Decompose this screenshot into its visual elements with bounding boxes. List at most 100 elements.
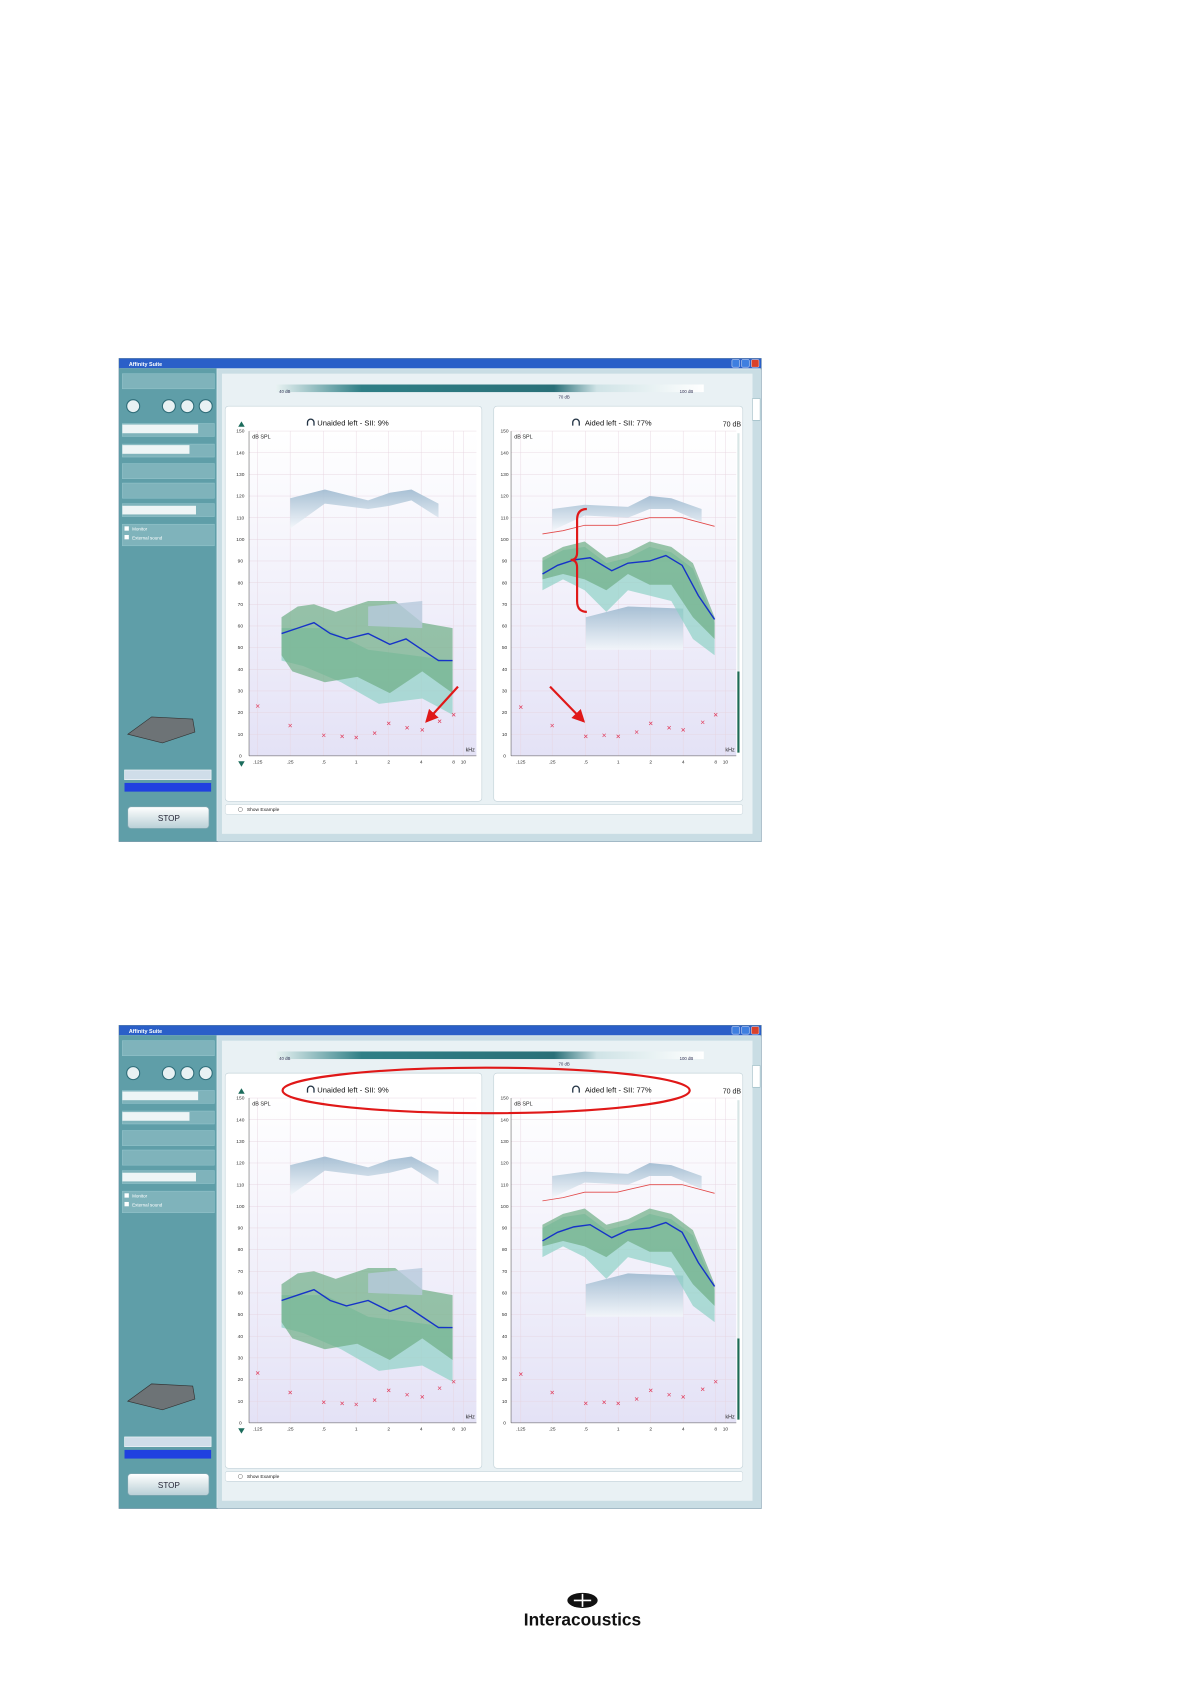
dropdown	[122, 1091, 199, 1101]
level-track	[737, 1100, 740, 1339]
sidebar-row	[122, 482, 215, 499]
y-tick-label: 110	[501, 515, 509, 521]
toolbar-icon	[126, 399, 141, 414]
logo-icon-mark	[573, 1593, 592, 1607]
threshold-mark	[321, 1400, 326, 1405]
y-tick-label: 130	[236, 472, 244, 478]
ucl-line	[542, 517, 715, 535]
x-tick-label: 1	[355, 759, 358, 765]
x-tick-label: .5	[322, 759, 326, 765]
x-unit: kHz	[725, 748, 735, 754]
threshold-mark	[700, 720, 705, 725]
toolbar-icon	[198, 1066, 213, 1081]
threshold-mark	[451, 1379, 456, 1384]
threshold-mark	[288, 723, 293, 728]
sidebar-row	[122, 1040, 215, 1057]
threshold-mark	[340, 734, 344, 739]
threshold-mark	[648, 1388, 653, 1393]
x-tick-label: 10	[723, 1426, 729, 1432]
y-tick-label: 70	[502, 1269, 508, 1275]
toolbar-icon	[161, 399, 176, 414]
threshold-mark	[386, 721, 391, 726]
x-tick-label: .25	[549, 1426, 556, 1432]
y-tick-label: 60	[238, 624, 244, 630]
annotation-arrow	[425, 685, 459, 723]
speech-band	[542, 1208, 715, 1306]
speech-band	[368, 601, 423, 629]
threshold-mark	[288, 1390, 293, 1395]
dropdown	[122, 445, 190, 454]
dropdown	[122, 505, 196, 515]
y-tick-label: 140	[500, 1117, 508, 1123]
stop-label: STOP	[158, 814, 180, 823]
threshold-mark	[713, 1379, 718, 1384]
threshold-mark	[340, 1401, 344, 1406]
status-box	[124, 1449, 212, 1459]
panel-title: Aided left - SII: 77%	[585, 1086, 652, 1095]
arrow-up	[238, 1088, 245, 1094]
annotation-ellipse	[281, 1066, 691, 1115]
arrow-down	[238, 761, 245, 767]
ltass-band	[552, 496, 702, 531]
y-tick-label: 10	[238, 1399, 244, 1405]
show-example-label: Show Example	[247, 1474, 280, 1480]
level-bar	[737, 671, 740, 753]
sidebar-row	[122, 523, 215, 547]
checkbox	[124, 1201, 129, 1207]
ltass-band	[585, 1273, 684, 1317]
y-tick-label: 70	[238, 602, 244, 608]
threshold-mark	[437, 1386, 442, 1391]
checkbox-label: Monitor	[132, 1194, 148, 1199]
threshold-mark	[713, 712, 718, 717]
window-button	[741, 1026, 750, 1035]
y-tick-label: 20	[502, 710, 508, 716]
y-tick-label: 80	[238, 1247, 244, 1253]
y-tick-label: 120	[500, 1161, 508, 1167]
y-tick-label: 10	[502, 1399, 508, 1405]
x-tick-label: 8	[452, 759, 455, 765]
arrow-down	[238, 1428, 245, 1434]
annotation-bracket	[570, 507, 587, 613]
show-example-radio	[237, 1474, 243, 1479]
level-bar	[737, 1338, 740, 1420]
headphone-icon	[306, 1085, 315, 1093]
y-tick-label: 130	[236, 1139, 244, 1145]
title-bar	[119, 358, 762, 369]
y-tick-label: 130	[500, 1139, 508, 1145]
ltass-line	[542, 1221, 716, 1287]
arrow-up	[238, 421, 245, 427]
threshold-mark	[372, 731, 377, 735]
slider-label: 40 dB	[279, 1056, 290, 1061]
ltass-band	[290, 1156, 439, 1196]
slider-label: 70 dB	[558, 1062, 569, 1067]
x-tick-label: 10	[461, 1426, 467, 1432]
x-tick-label: 2	[649, 1426, 652, 1432]
toolbar-icon	[180, 1066, 195, 1081]
y-tick-label: 70	[238, 1269, 244, 1275]
y-tick-label: 140	[236, 1117, 244, 1123]
x-tick-label: 1	[617, 1426, 620, 1432]
right-tab	[752, 1065, 761, 1088]
x-tick-label: 8	[714, 759, 717, 765]
y-unit: dB SPL	[514, 1102, 532, 1108]
speech-band	[368, 1268, 423, 1296]
window-title: Affinity Suite	[129, 362, 162, 368]
threshold-mark	[405, 725, 409, 730]
y-tick-label: 0	[239, 1420, 242, 1426]
toolbar-icon	[198, 399, 213, 414]
window-button	[731, 1026, 740, 1035]
show-example-row	[224, 1471, 744, 1482]
checkbox	[124, 526, 129, 531]
panel-title: Aided left - SII: 77%	[585, 419, 652, 428]
ltass-band	[585, 606, 684, 650]
ltass-line	[281, 621, 453, 662]
x-tick-label: 1	[617, 759, 620, 765]
window-title: Affinity Suite	[129, 1029, 162, 1035]
ltass-line	[281, 1288, 453, 1329]
window-button	[741, 359, 750, 368]
x-tick-label: 4	[682, 759, 685, 765]
y-tick-label: 50	[238, 1312, 244, 1318]
y-tick-label: 100	[236, 1204, 244, 1210]
y-tick-label: 40	[238, 667, 244, 673]
